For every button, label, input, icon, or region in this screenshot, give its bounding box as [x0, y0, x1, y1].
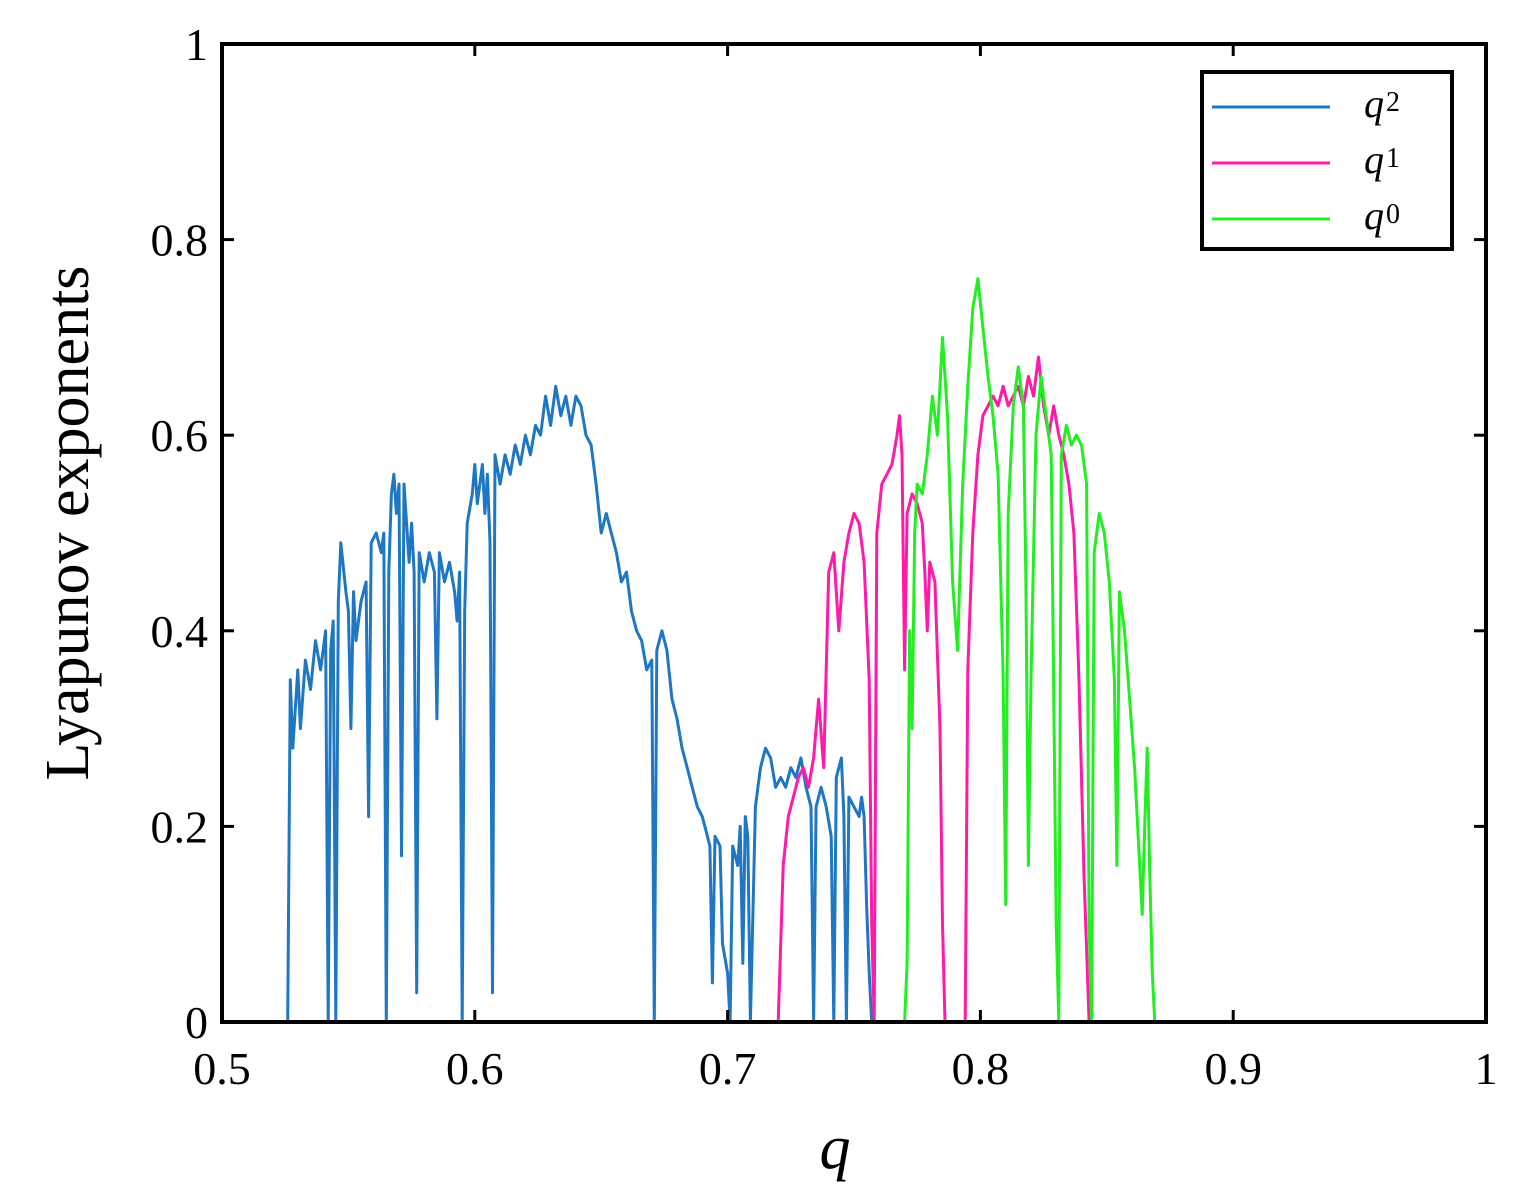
- legend: q2 q1 q0: [1200, 70, 1454, 251]
- plot-frame: [220, 42, 1488, 1024]
- x-tick-label: 0.6: [446, 1043, 504, 1094]
- series-line-q2: [222, 384, 1486, 1024]
- y-tick-label: 1: [185, 19, 208, 70]
- legend-box: [1200, 70, 1454, 251]
- x-tick-label: 0.8: [952, 1043, 1010, 1094]
- legend-label-q1: q1: [1364, 137, 1400, 182]
- legend-entries: q2 q1 q0: [1212, 81, 1400, 238]
- y-tick-label: 0.6: [151, 410, 209, 461]
- x-tick-label: 0.7: [699, 1043, 757, 1094]
- x-tick-label: 1: [1475, 1043, 1498, 1094]
- y-tick-label: 0.4: [151, 606, 209, 657]
- x-tick-label: 0.9: [1204, 1043, 1262, 1094]
- y-tick-label: 0.8: [151, 215, 209, 266]
- series-layer: [222, 277, 1486, 1024]
- y-tick-label: 0: [185, 997, 208, 1048]
- x-tick-label: 0.5: [193, 1043, 251, 1094]
- series-line-q1: [222, 355, 1486, 1024]
- ticks-layer: 0.5 0.6 0.7 0.8 0.9 1 0 0.2 0.4 0.6 0.8 1: [151, 19, 1498, 1094]
- x-axis-title: q: [820, 1114, 851, 1182]
- y-tick-label: 0.2: [151, 801, 209, 852]
- axes-layer: [220, 42, 1488, 1024]
- y-axis-title: Lyapunov exponents: [34, 266, 102, 781]
- legend-label-q0: q0: [1364, 193, 1400, 238]
- legend-label-q2: q2: [1364, 81, 1400, 126]
- series-line-q0: [222, 277, 1486, 1024]
